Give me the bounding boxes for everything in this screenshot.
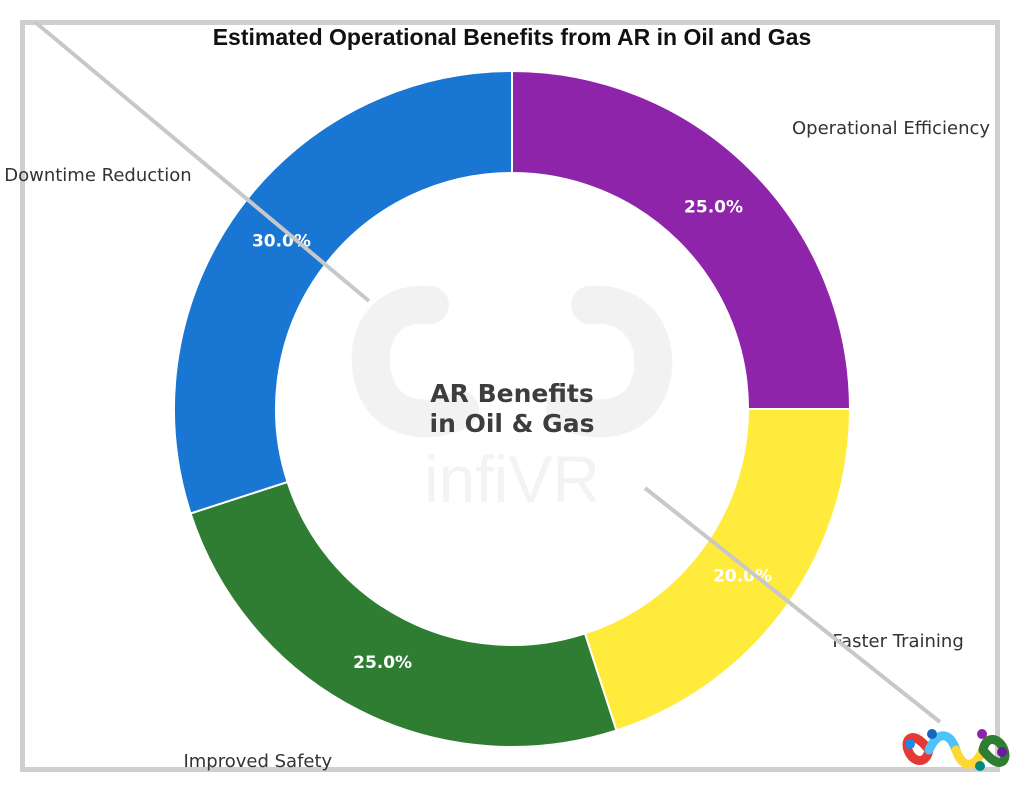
watermark-loop-right: [546, 285, 673, 438]
center-label-line-1: AR Benefits: [430, 379, 593, 408]
slice-2: [189, 480, 618, 748]
diagonal-line-bottom-right: [643, 486, 942, 724]
diagonal-line-top-left: [33, 20, 371, 303]
labels-layer: 25.0% Operational Efficiency 20.0% Faster T…: [4, 118, 990, 772]
watermark-text: infiVR: [424, 442, 600, 516]
watermark-loop-left: [351, 285, 479, 438]
category-label-1: Faster Training: [832, 631, 963, 652]
percent-label-2: 25.0%: [353, 653, 412, 673]
category-label-3: Downtime Reduction: [4, 165, 191, 186]
slice-0: [511, 69, 852, 410]
percent-label-1: 20.0%: [713, 567, 772, 587]
center-label-line-2: in Oil & Gas: [430, 409, 595, 438]
diagonal-lines: [33, 20, 942, 724]
slice-3: [173, 69, 513, 515]
center-label: AR Benefits in Oil & Gas: [430, 379, 595, 438]
watermark: infiVR: [351, 285, 673, 516]
chart-title: Estimated Operational Benefits from AR i…: [212, 24, 812, 50]
category-label-0: Operational Efficiency: [792, 118, 990, 139]
chart-frame: [20, 20, 1000, 772]
category-label-2: Improved Safety: [183, 751, 332, 772]
infinity-logo-icon: [902, 729, 1010, 771]
percent-label-3: 30.0%: [252, 231, 311, 251]
slices-layer: [173, 69, 852, 748]
percent-label-0: 25.0%: [684, 197, 743, 217]
